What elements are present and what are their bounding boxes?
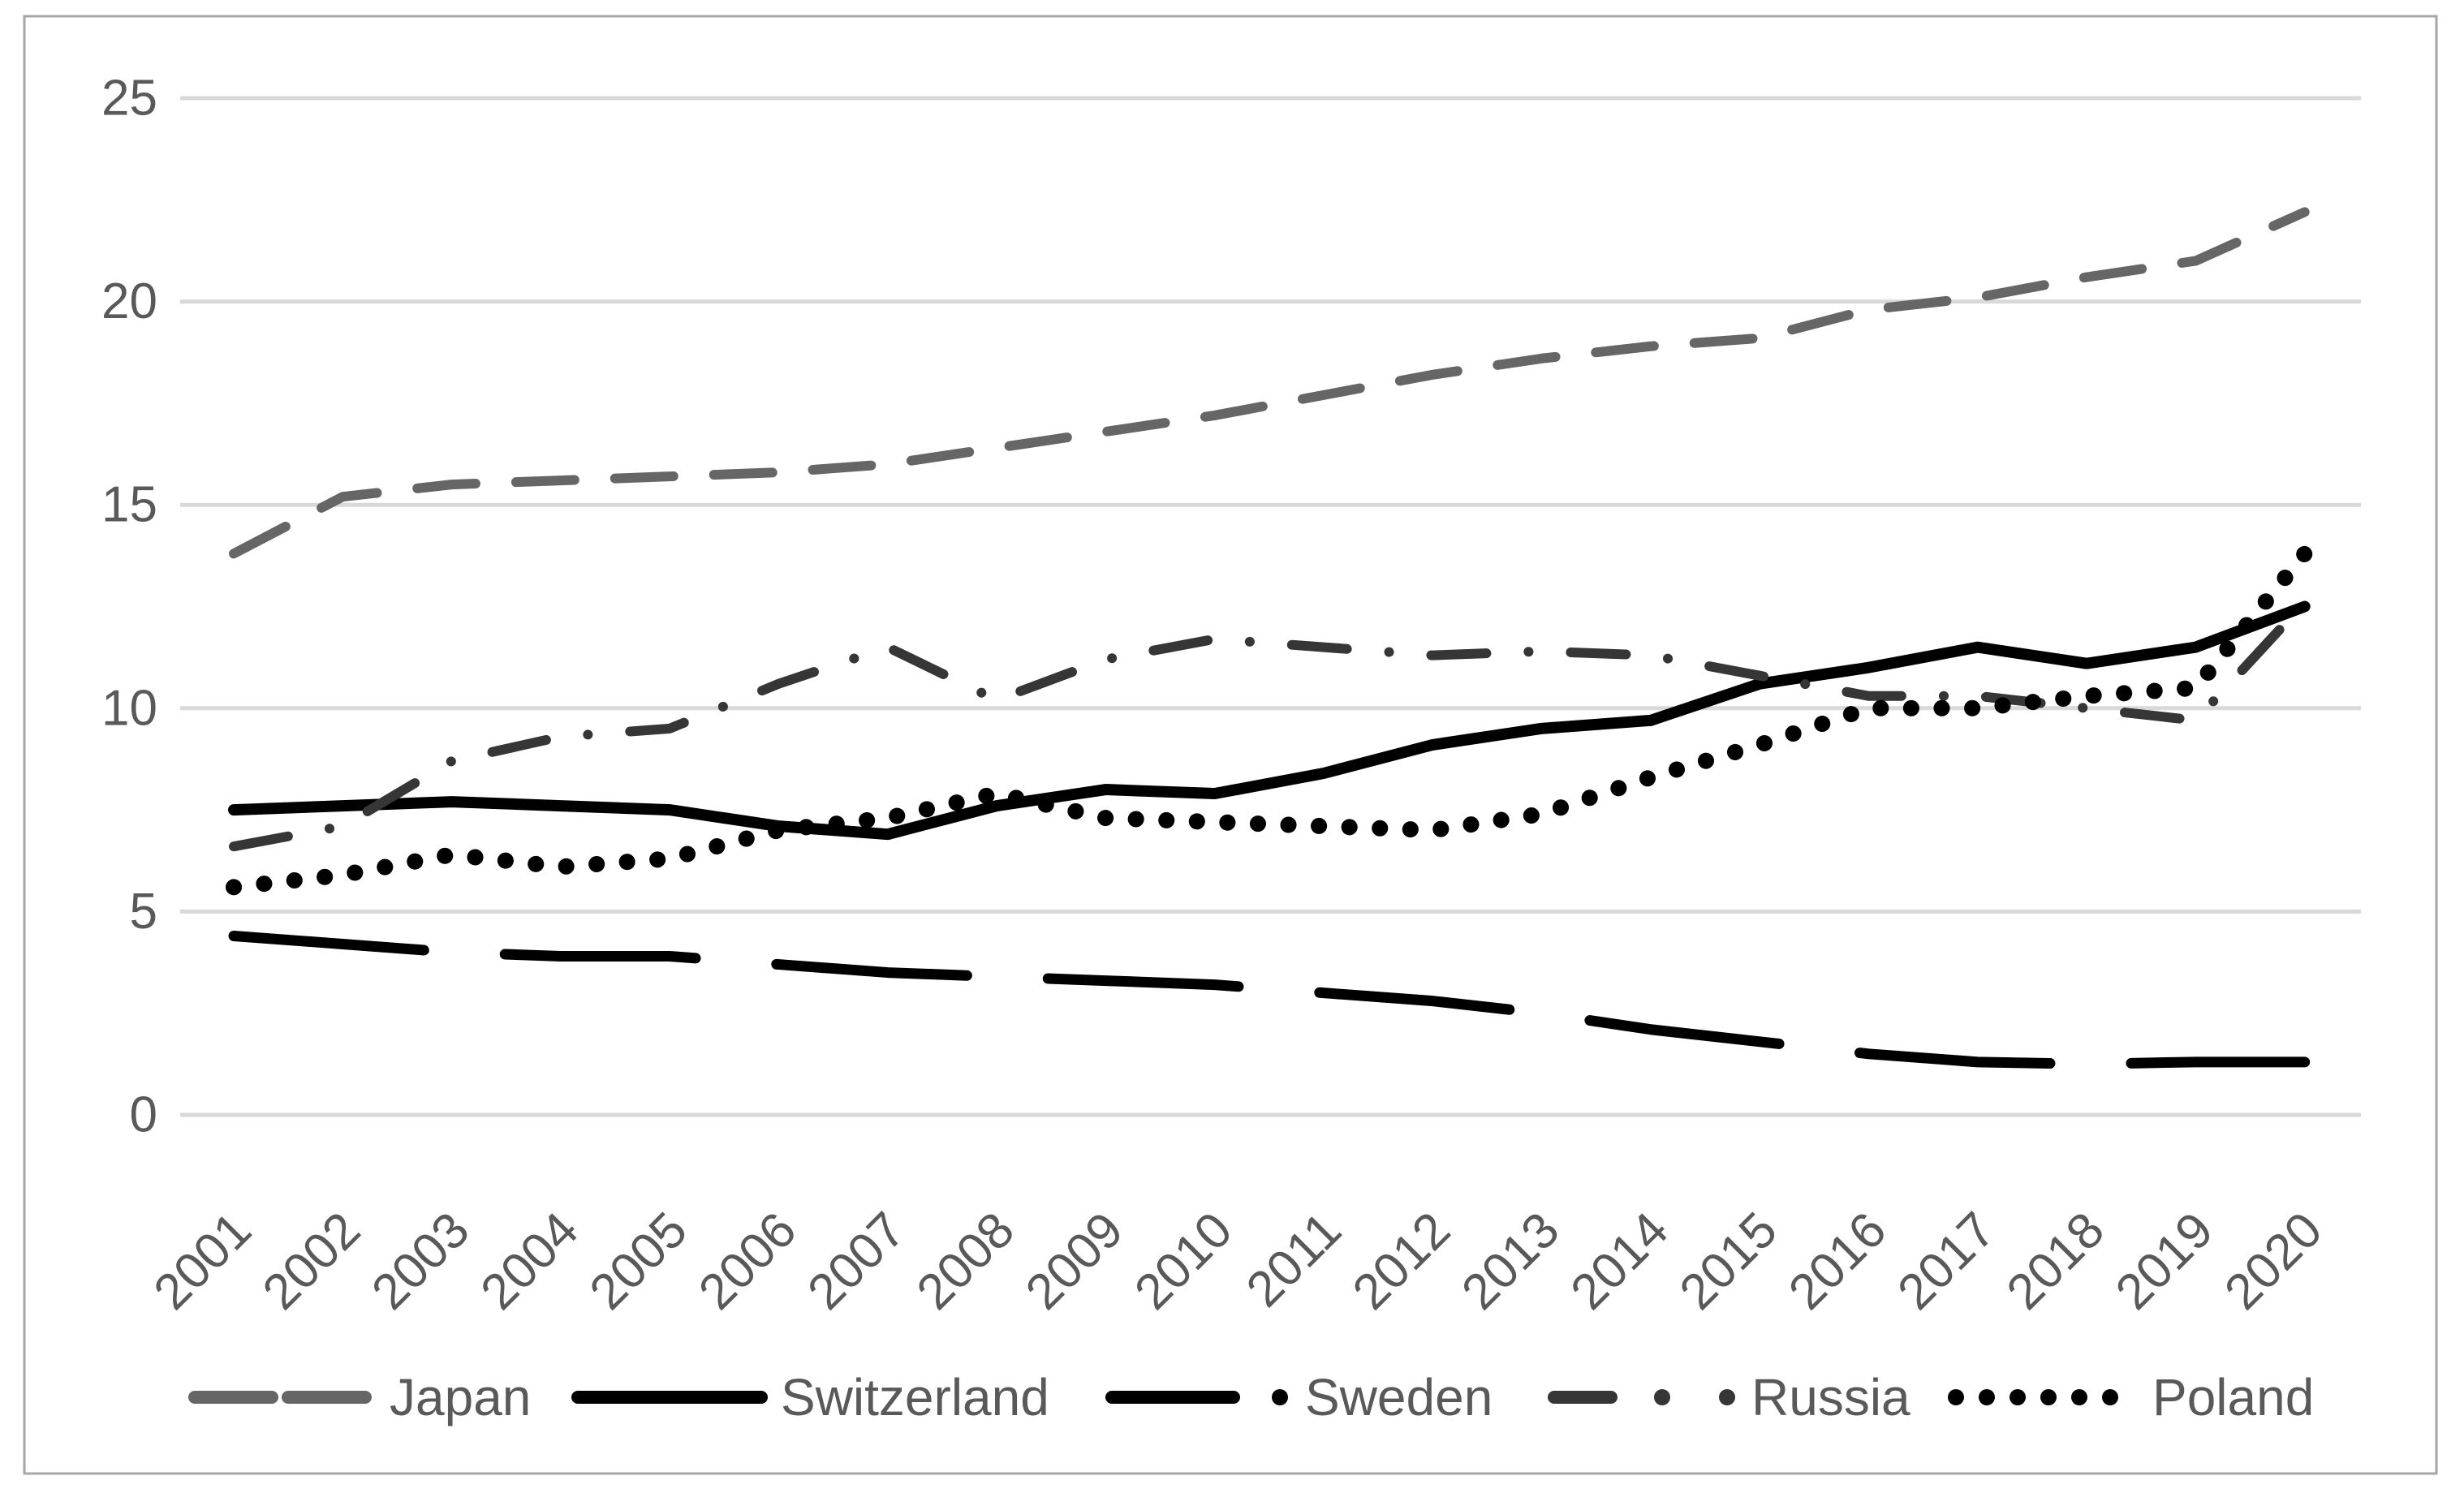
series-line-sweden	[228, 930, 2311, 1069]
y-tick-label: 0	[130, 1087, 157, 1143]
legend-label-sweden: Sweden	[1305, 1368, 1493, 1426]
legend-label-poland: Poland	[2152, 1368, 2314, 1426]
y-tick-label: 10	[101, 680, 157, 736]
y-tick-label: 25	[101, 71, 157, 127]
legend-swatch-dot-poland-icon	[1979, 1389, 1995, 1405]
legend-swatch-dot-poland-icon	[2040, 1389, 2057, 1405]
legend-label-russia: Russia	[1751, 1368, 1910, 1426]
y-tick-label: 20	[101, 273, 157, 329]
y-tick-label: 15	[101, 477, 157, 533]
legend-label-japan: Japan	[390, 1368, 531, 1426]
series-line-japan	[229, 207, 2310, 559]
legend-swatch-dot-poland-icon	[1948, 1389, 1964, 1405]
y-tick-label: 5	[130, 884, 157, 940]
legend-swatch-dot-poland-icon	[2010, 1389, 2026, 1405]
legend-swatch-dot-russia-icon	[1654, 1389, 1670, 1405]
legend-swatch-dot-poland-icon	[2071, 1389, 2087, 1405]
legend-swatch-dot-poland-icon	[2102, 1389, 2118, 1405]
legend-swatch-dot-sweden-icon	[1272, 1389, 1288, 1405]
figure-border	[23, 15, 2438, 1475]
legend-label-switzerland: Switzerland	[781, 1368, 1049, 1426]
series-line-switzerland	[228, 600, 2311, 841]
legend-swatch-dot-russia-icon	[1719, 1389, 1735, 1405]
